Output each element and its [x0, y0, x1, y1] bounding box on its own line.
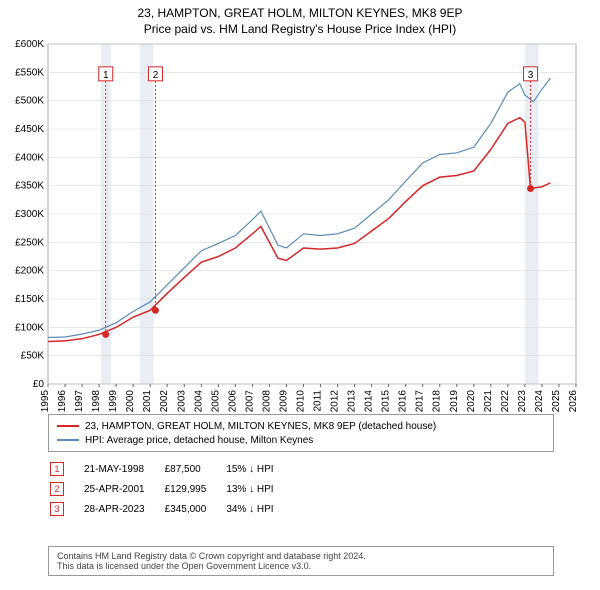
y-tick-label: £250K — [15, 237, 44, 248]
footer-line2: This data is licensed under the Open Gov… — [57, 561, 545, 571]
x-tick-label: 1997 — [74, 390, 85, 413]
x-tick-label: 2011 — [313, 390, 324, 412]
legend: 23, HAMPTON, GREAT HOLM, MILTON KEYNES, … — [48, 414, 554, 452]
x-tick-label: 1995 — [40, 390, 51, 413]
y-tick-label: £100K — [15, 322, 44, 333]
marker-number: 2 — [153, 70, 159, 81]
x-tick-label: 2022 — [500, 390, 511, 413]
x-tick-label: 2006 — [227, 390, 238, 413]
x-tick-label: 2021 — [483, 390, 494, 413]
legend-item: HPI: Average price, detached house, Milt… — [57, 433, 545, 447]
x-tick-label: 2013 — [347, 390, 358, 413]
x-tick-label: 2014 — [364, 390, 375, 413]
x-tick-label: 2025 — [551, 390, 562, 413]
marker-price: £129,995 — [165, 480, 225, 498]
marker-delta: 34% ↓ HPI — [226, 500, 291, 518]
x-tick-label: 1999 — [108, 390, 119, 413]
x-tick-label: 2000 — [125, 390, 136, 413]
x-tick-label: 2012 — [330, 390, 341, 413]
x-tick-label: 2007 — [244, 390, 255, 413]
y-tick-label: £500K — [15, 96, 44, 107]
marker-number: 1 — [103, 70, 109, 81]
marker-price: £345,000 — [165, 500, 225, 518]
y-tick-label: £300K — [15, 209, 44, 220]
markers-table: 1 21-MAY-1998£87,50015% ↓ HPI 2 25-APR-2001… — [48, 458, 294, 520]
table-row: 3 28-APR-2023£345,00034% ↓ HPI — [50, 500, 292, 518]
x-tick-label: 2026 — [568, 390, 579, 413]
footer: Contains HM Land Registry data © Crown c… — [48, 546, 554, 576]
marker-date: 25-APR-2001 — [84, 480, 163, 498]
table-row: 1 21-MAY-1998£87,50015% ↓ HPI — [50, 460, 292, 478]
x-tick-label: 2001 — [142, 390, 153, 413]
legend-swatch — [57, 439, 79, 441]
table-row: 2 25-APR-2001£129,99513% ↓ HPI — [50, 480, 292, 498]
x-tick-label: 2023 — [517, 390, 528, 413]
x-tick-label: 2002 — [159, 390, 170, 413]
x-tick-label: 2015 — [381, 390, 392, 413]
footer-line1: Contains HM Land Registry data © Crown c… — [57, 551, 545, 561]
marker-badge: 1 — [50, 462, 64, 476]
series-hpi — [48, 78, 550, 338]
marker-dot — [102, 331, 109, 338]
x-tick-label: 2020 — [466, 390, 477, 413]
marker-delta: 13% ↓ HPI — [226, 480, 291, 498]
x-tick-label: 2010 — [295, 390, 306, 413]
legend-label: 23, HAMPTON, GREAT HOLM, MILTON KEYNES, … — [85, 421, 436, 432]
series-price_paid — [48, 118, 550, 342]
x-tick-label: 1996 — [57, 390, 68, 413]
y-tick-label: £0 — [33, 379, 45, 390]
legend-swatch — [57, 425, 79, 427]
x-tick-label: 2024 — [534, 390, 545, 413]
y-tick-label: £450K — [15, 124, 44, 135]
legend-label: HPI: Average price, detached house, Milt… — [85, 435, 313, 446]
x-tick-label: 2017 — [415, 390, 426, 413]
chart-plot: £0 £50K £100K £150K £200K £250K £300K £350K £400… — [0, 0, 600, 414]
x-tick-label: 2003 — [176, 390, 187, 413]
x-tick-label: 2009 — [278, 390, 289, 413]
marker-dot — [527, 185, 534, 192]
y-tick-label: £600K — [15, 39, 44, 50]
y-tick-label: £350K — [15, 181, 44, 192]
x-tick-label: 2016 — [398, 390, 409, 413]
marker-dot — [152, 307, 159, 314]
x-tick-label: 2018 — [432, 390, 443, 413]
x-tick-label: 1998 — [91, 390, 102, 413]
legend-item: 23, HAMPTON, GREAT HOLM, MILTON KEYNES, … — [57, 419, 545, 433]
y-tick-label: £50K — [21, 351, 45, 362]
x-tick-label: 2008 — [261, 390, 272, 413]
y-tick-label: £550K — [15, 67, 44, 78]
y-tick-label: £150K — [15, 294, 44, 305]
marker-price: £87,500 — [165, 460, 225, 478]
marker-badge: 3 — [50, 502, 64, 516]
marker-number: 3 — [528, 70, 534, 81]
y-tick-label: £400K — [15, 152, 44, 163]
marker-date: 21-MAY-1998 — [84, 460, 163, 478]
y-tick-label: £200K — [15, 266, 44, 277]
marker-badge: 2 — [50, 482, 64, 496]
x-tick-label: 2005 — [210, 390, 221, 413]
marker-date: 28-APR-2023 — [84, 500, 163, 518]
marker-delta: 15% ↓ HPI — [226, 460, 291, 478]
x-tick-label: 2019 — [449, 390, 460, 413]
x-tick-label: 2004 — [193, 390, 204, 413]
